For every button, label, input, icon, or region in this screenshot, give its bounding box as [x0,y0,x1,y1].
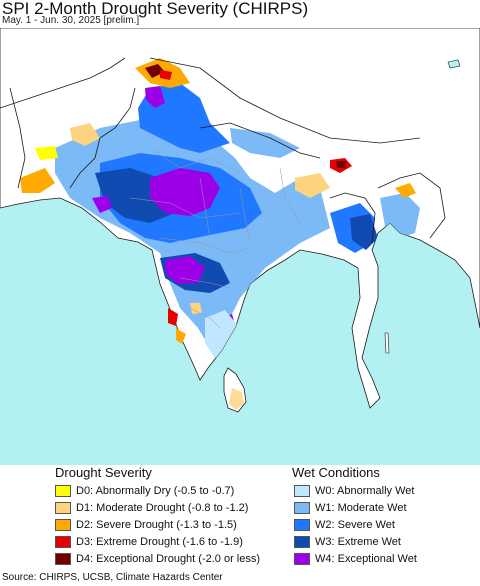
legend-item-w2: W2: Severe Wet [294,518,395,532]
legend-item-w3: W3: Extreme Wet [294,535,401,549]
exceptional-wet-central [150,168,220,216]
legend-swatch-w1 [294,502,310,514]
legend-label-d0: D0: Abnormally Dry (-0.5 to -0.7) [76,485,235,497]
drought-karnataka [190,303,202,314]
legend-item-d0: D0: Abnormally Dry (-0.5 to -0.7) [55,484,234,498]
drought-bhutan-exceptional [336,161,346,168]
legend-label-w0: W0: Abnormally Wet [315,485,415,497]
wet-legend-title: Wet Conditions [292,465,380,480]
lake [447,59,461,69]
legend-label-d3: D3: Extreme Drought (-1.6 to -1.9) [76,536,243,548]
legend-label-w3: W3: Extreme Wet [315,536,401,548]
legend-swatch-w0 [294,485,310,497]
legend-label-d2: D2: Severe Drought (-1.3 to -1.5) [76,519,237,531]
legend-label-w2: W2: Severe Wet [315,519,395,531]
country-border-pakistan-india [69,87,136,189]
legend-swatch-d1 [55,502,71,514]
drought-assam [295,173,330,198]
andaman-islands [384,332,390,354]
country-border-iran [9,87,26,189]
legend-item-d1: D1: Moderate Drought (-0.8 to -1.2) [55,501,248,515]
legend-swatch-d0 [55,485,71,497]
wet-nepal [230,128,300,158]
drought-west [20,168,55,193]
country-border-bangladesh [329,192,376,244]
drought-afghan [70,123,100,146]
source-credit: Source: CHIRPS, UCSB, Climate Hazards Ce… [2,572,223,583]
map-subtitle: May. 1 - Jun. 30, 2025 [prelim.] [2,15,140,26]
drought-kerala-severe [176,328,186,344]
drought-legend-title: Drought Severity [55,465,152,480]
drought-ladakh-extreme [160,70,172,80]
drought-ladakh-exceptional [145,64,165,78]
legend-label-d1: D1: Moderate Drought (-0.8 to -1.2) [76,502,249,514]
legend-label-d4: D4: Exceptional Drought (-2.0 or less) [76,553,261,565]
legend-item-d2: D2: Severe Drought (-1.3 to -1.5) [55,518,237,532]
legend-swatch-w4 [294,553,310,565]
drought-northwest [35,146,58,160]
legend-item-w0: W0: Abnormally Wet [294,484,414,498]
legend-swatch-d4 [55,553,71,565]
country-border-china [149,57,421,144]
legend-item-d3: D3: Extreme Drought (-1.6 to -1.9) [55,535,243,549]
legend-swatch-d3 [55,536,71,548]
country-border-nepal [199,122,321,159]
legend-swatch-w3 [294,536,310,548]
map-title: SPI 2-Month Drought Severity (CHIRPS) [2,0,309,18]
legend-label-w1: W1: Moderate Wet [315,502,407,514]
country-border-myanmar [377,172,446,239]
sri-lanka-dry-area [229,388,244,410]
exceptional-wet-deccan [165,256,205,284]
legend-label-w4: W4: Exceptional Wet [315,553,417,565]
legend-item-d4: D4: Exceptional Drought (-2.0 or less) [55,552,260,566]
legend-item-w4: W4: Exceptional Wet [294,552,417,566]
legend-swatch-d2 [55,519,71,531]
legend-swatch-w2 [294,519,310,531]
drought-kerala [168,308,178,326]
state-borders [129,147,301,329]
drought-map [0,28,480,465]
drought-myanmar-border [395,183,416,198]
exceptional-wet-kashmir [145,86,165,108]
exceptional-wet-gujarat [92,196,112,213]
extreme-wet-bangladesh [350,214,378,250]
legend-item-w1: W1: Moderate Wet [294,501,407,515]
country-border-afghanistan [0,57,126,109]
